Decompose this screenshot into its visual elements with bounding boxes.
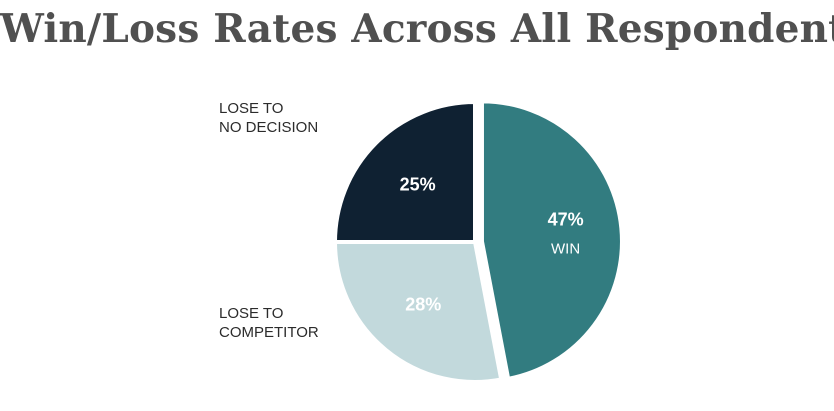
pie-slice-win (479, 99, 624, 382)
pie-value-label: 25% (400, 175, 436, 195)
pie-category-label: LOSE TO (219, 305, 283, 322)
pie-category-label: COMPETITOR (219, 324, 319, 341)
pie-slice-lose-to-no-decision (332, 99, 477, 244)
pie-category-label: WIN (551, 240, 580, 257)
pie-value-label: 47% (548, 209, 584, 229)
pie-value-label: 28% (405, 295, 441, 315)
pie-labels: 47% WIN 28% LOSE TO COMPETITOR 25% LOSE TO NO D… (219, 100, 584, 341)
pie-category-label: NO DECISION (219, 119, 318, 136)
pie-slice-lose-to-competitor (332, 240, 504, 384)
chart-title: Win/Loss Rates Across All Respondents (0, 6, 834, 52)
pie-category-label: LOSE TO (219, 100, 283, 117)
pie-slices (332, 99, 624, 384)
